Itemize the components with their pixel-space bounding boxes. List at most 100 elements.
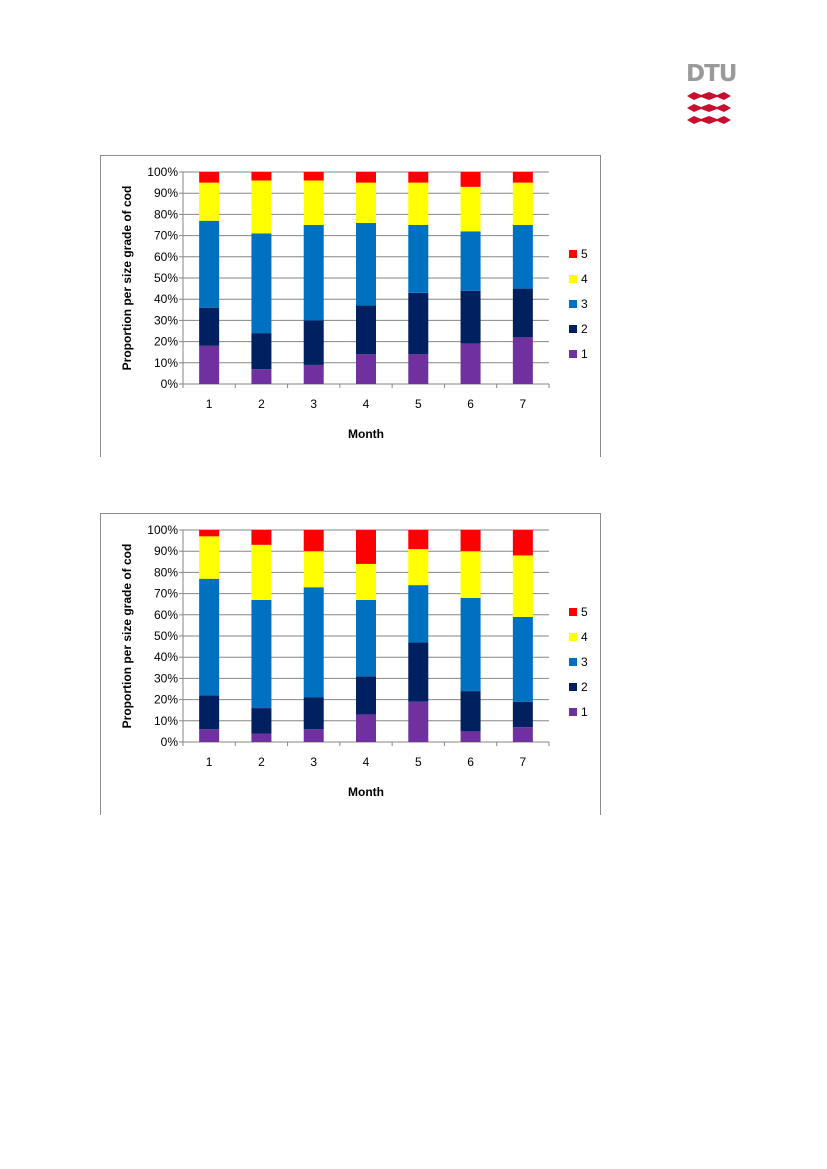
y-tick-label: 40%	[154, 650, 178, 664]
bar-segment-grade-2	[251, 708, 272, 734]
legend-label-grade-1: 1	[581, 705, 588, 719]
legend-label-grade-3: 3	[581, 297, 588, 311]
legend-swatch-grade-5	[569, 250, 577, 258]
bar-segment-grade-1	[303, 364, 324, 384]
x-tick-label: 2	[258, 755, 265, 769]
bar-segment-grade-3	[408, 225, 429, 293]
legend-label-grade-2: 2	[581, 322, 588, 336]
bar-segment-grade-5	[408, 172, 429, 183]
y-tick-label: 40%	[154, 292, 178, 306]
y-tick-label: 60%	[154, 608, 178, 622]
bar-segment-grade-3	[356, 599, 376, 677]
bar-segment-grade-5	[512, 172, 533, 183]
y-tick-label: 70%	[154, 229, 178, 243]
y-tick-label: 0%	[161, 735, 179, 749]
legend-swatch-grade-2	[569, 325, 577, 333]
legend-swatch-grade-3	[569, 300, 577, 308]
y-tick-label: 90%	[154, 186, 178, 200]
y-tick-label: 10%	[154, 714, 178, 728]
chart-area-1: 0% 10% 20% 30% 40% 50% 60% 70% 80% 90% 100% 1 2 3 4 5 6 7…	[100, 155, 601, 457]
bar-segment-grade-1	[408, 701, 429, 742]
bar-segment-grade-5	[460, 530, 481, 552]
bar-segment-grade-5	[199, 172, 220, 183]
bar-segment-grade-3	[460, 597, 481, 692]
bar-segment-grade-2	[303, 697, 324, 730]
bar-segment-grade-4	[408, 182, 429, 225]
bar-segment-grade-5	[303, 172, 324, 181]
bar-segment-grade-5	[251, 172, 272, 181]
y-tick-label: 100%	[147, 165, 178, 179]
y-tick-label: 60%	[154, 250, 178, 264]
bar-segment-grade-4	[512, 555, 533, 617]
bar-segment-grade-4	[199, 536, 220, 579]
legend-label-grade-5: 5	[581, 605, 588, 619]
y-tick-label: 80%	[154, 565, 178, 579]
bar-segment-grade-2	[356, 676, 376, 715]
bar-segment-grade-2	[251, 333, 272, 370]
x-tick-label: 7	[520, 397, 527, 411]
bar-segment-grade-5	[512, 530, 533, 556]
x-tick-label: 2	[258, 397, 265, 411]
x-axis-title: Month	[348, 785, 384, 799]
bar-segment-grade-2	[356, 305, 376, 355]
bar-segment-grade-3	[303, 587, 324, 698]
bar-segment-grade-1	[303, 729, 324, 742]
dtu-logo: DTU	[686, 61, 737, 128]
legend-swatch-grade-1	[569, 708, 577, 716]
legend-label-grade-5: 5	[581, 247, 588, 261]
legend-swatch-grade-3	[569, 658, 577, 666]
bar-segment-grade-1	[512, 727, 533, 742]
y-tick-label: 20%	[154, 335, 178, 349]
bar-segment-grade-4	[512, 182, 533, 225]
legend-label-grade-4: 4	[581, 630, 588, 644]
legend-swatch-grade-1	[569, 350, 577, 358]
y-tick-label: 30%	[154, 313, 178, 327]
y-tick-label: 80%	[154, 207, 178, 221]
bar-segment-grade-2	[512, 701, 533, 728]
y-tick-label: 10%	[154, 356, 178, 370]
legend-label-grade-2: 2	[581, 680, 588, 694]
y-tick-label: 90%	[154, 544, 178, 558]
y-axis-title: Proportion per size grade of cod	[120, 186, 134, 371]
dtu-logo-text: DTU	[686, 61, 737, 87]
bar-segment-grade-4	[356, 182, 376, 223]
bar-segment-grade-5	[356, 172, 376, 183]
dtu-logo-mark-icon	[687, 92, 731, 124]
y-tick-label: 70%	[154, 587, 178, 601]
bar-segment-grade-1	[460, 343, 481, 384]
stacked-bar-chart-1: 0% 10% 20% 30% 40% 50% 60% 70% 80% 90% 100% 1 2 3 4 5 6 7…	[120, 165, 588, 441]
stacked-bar-chart-2: 0% 10% 20% 30% 40% 50% 60% 70% 80% 90% 100% 1 2 3 4 5 6 7…	[120, 523, 588, 799]
bar-segment-grade-4	[460, 551, 481, 598]
legend-swatch-grade-5	[569, 608, 577, 616]
y-tick-label: 100%	[147, 523, 178, 537]
legend-swatch-grade-2	[569, 683, 577, 691]
bar-segment-grade-1	[460, 731, 481, 742]
bar-segment-grade-1	[199, 729, 220, 742]
bar-segment-grade-1	[199, 345, 220, 384]
x-tick-label: 5	[415, 755, 422, 769]
bar-segment-grade-3	[512, 225, 533, 289]
bar-segment-grade-3	[512, 616, 533, 702]
x-tick-label: 3	[310, 755, 317, 769]
bar-segment-grade-4	[408, 549, 429, 586]
legend-label-grade-3: 3	[581, 655, 588, 669]
x-tick-label: 6	[467, 397, 474, 411]
bar-segment-grade-3	[199, 220, 220, 308]
bar-segment-grade-4	[303, 180, 324, 225]
bar-segment-grade-4	[251, 180, 272, 234]
bar-segment-grade-4	[303, 551, 324, 588]
x-tick-label: 4	[363, 397, 370, 411]
x-tick-label: 4	[363, 755, 370, 769]
bar-segment-grade-1	[408, 354, 429, 384]
bar-segment-grade-3	[251, 233, 272, 334]
bar-segment-grade-2	[199, 695, 220, 730]
y-tick-label: 30%	[154, 671, 178, 685]
bar-segment-grade-5	[303, 530, 324, 552]
x-tick-label: 1	[206, 755, 213, 769]
bar-segment-grade-2	[460, 691, 481, 732]
legend-swatch-grade-4	[569, 275, 577, 283]
x-tick-label: 3	[310, 397, 317, 411]
bar-segment-grade-5	[199, 530, 220, 537]
bar-segment-grade-1	[356, 714, 376, 742]
x-tick-label: 7	[520, 755, 527, 769]
